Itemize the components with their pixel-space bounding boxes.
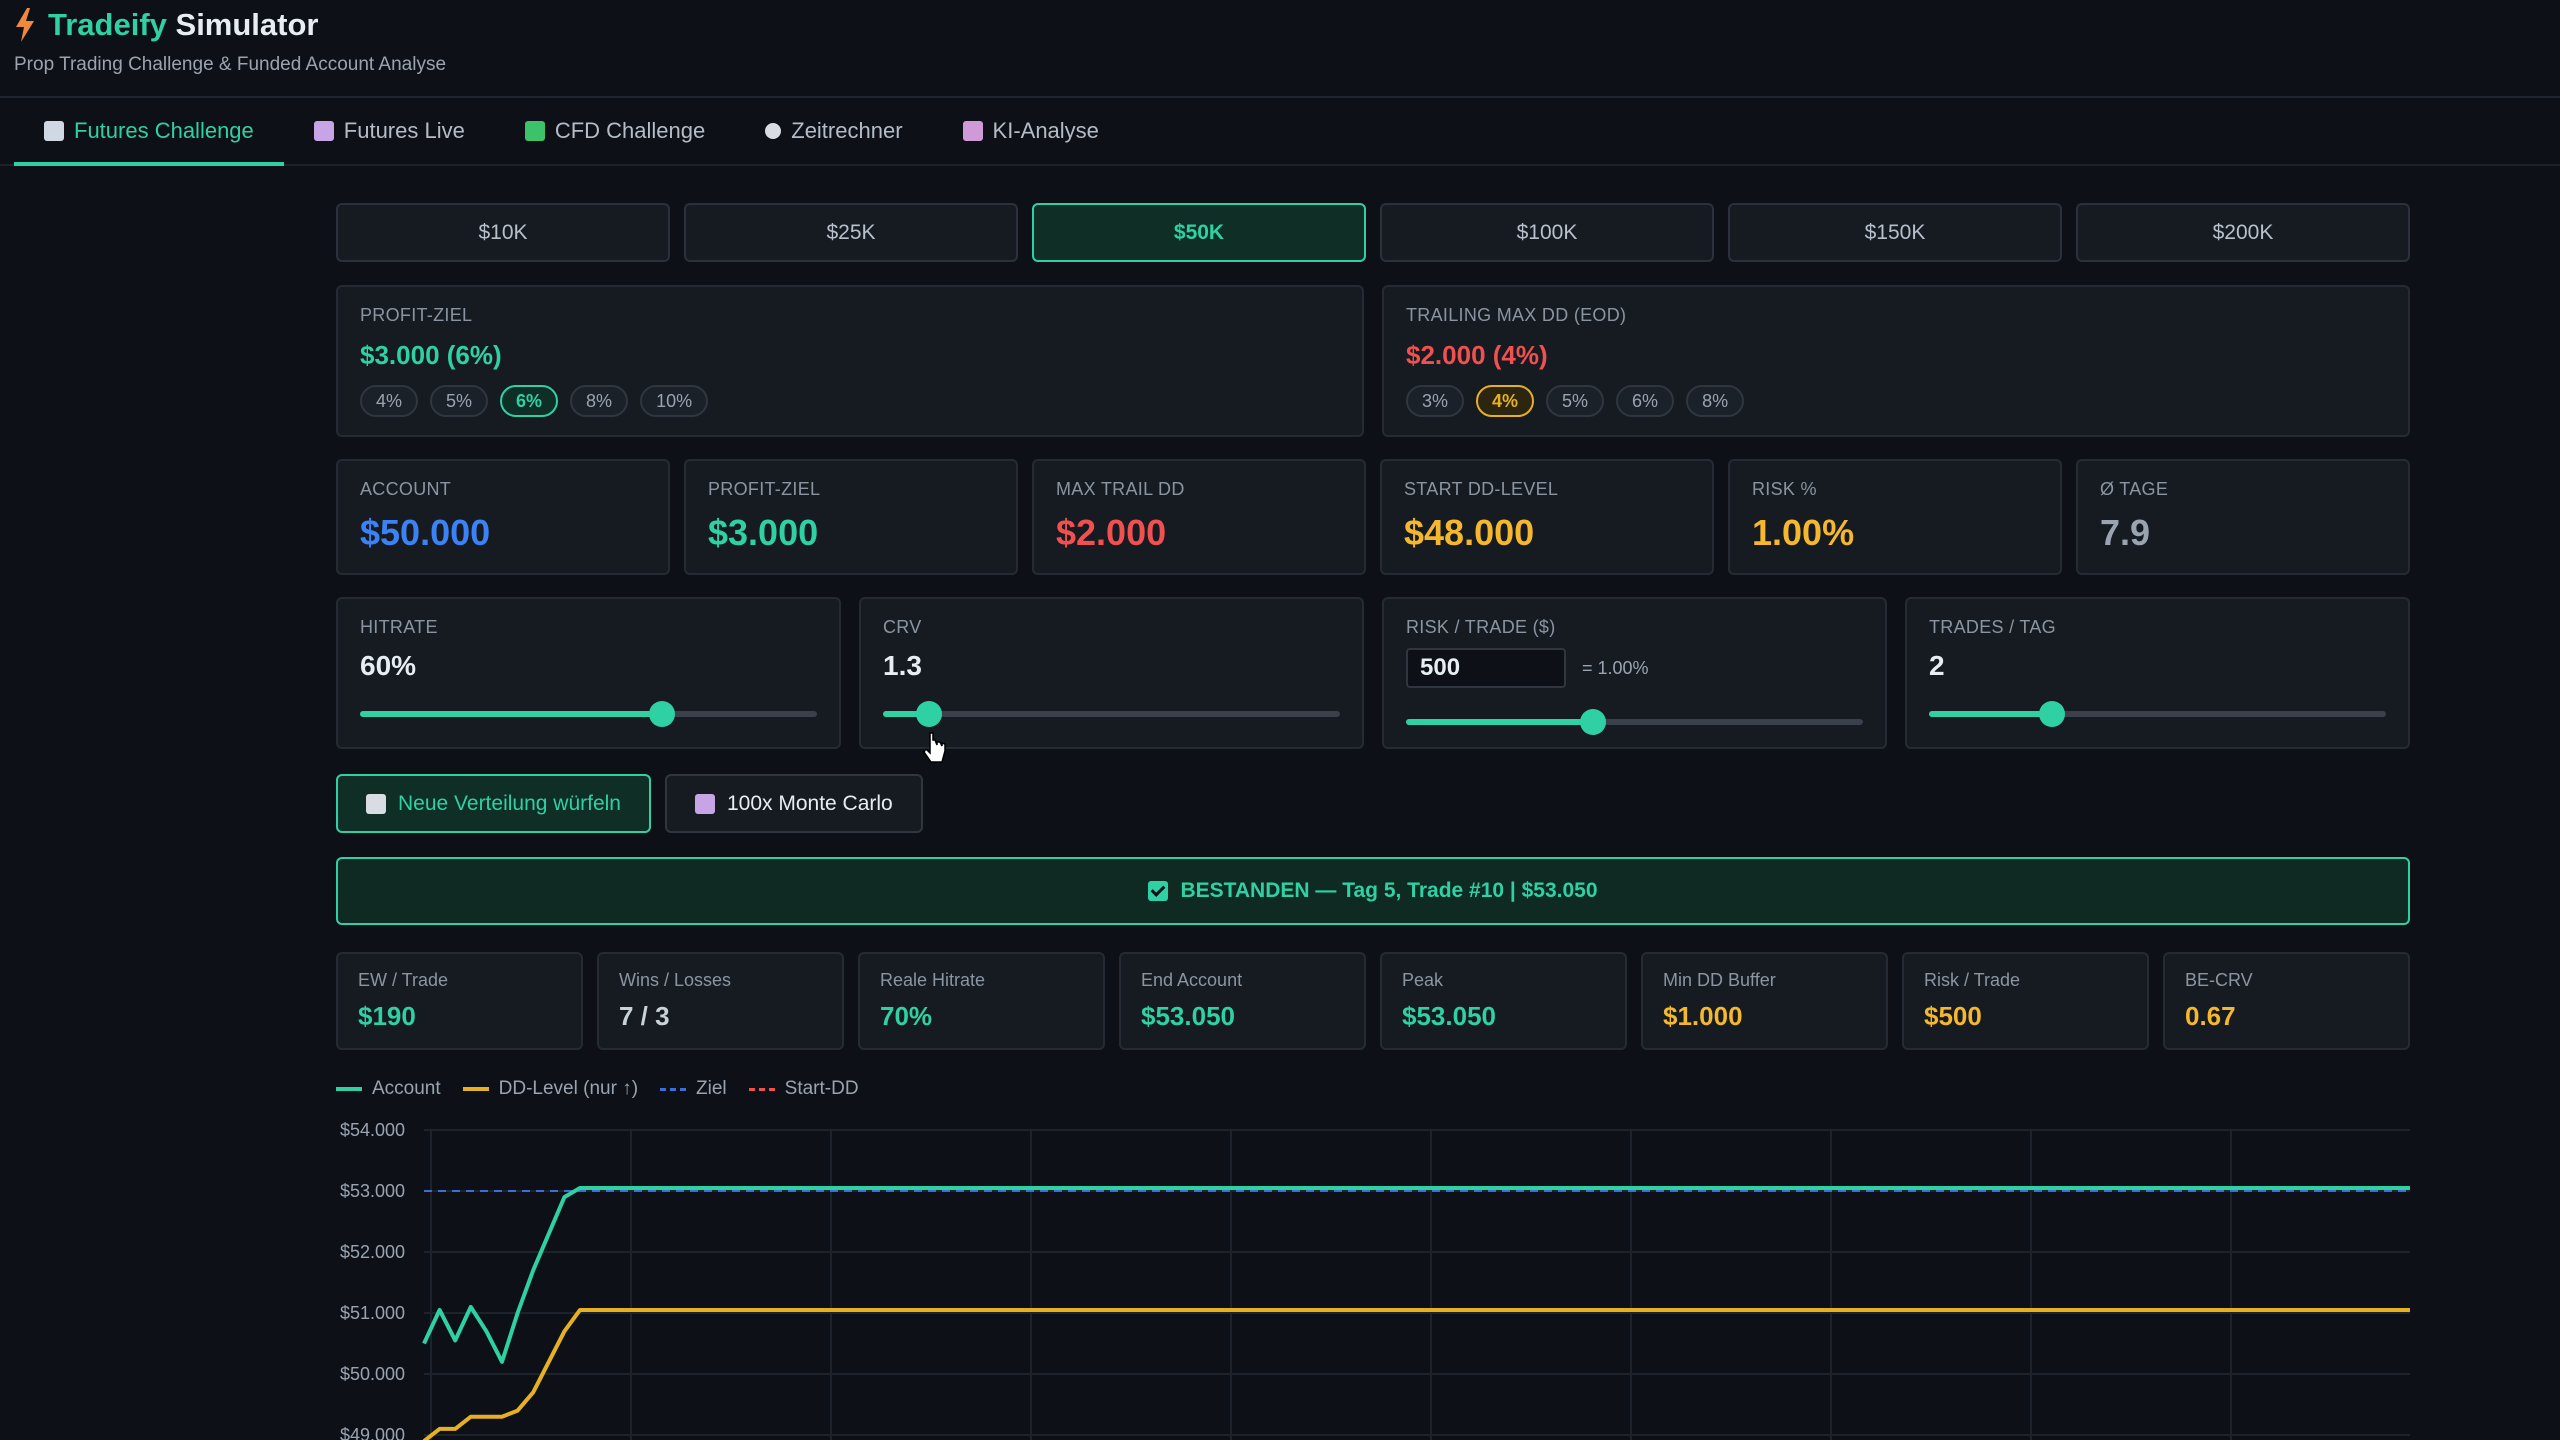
series-line-dd-level: [422, 1307, 2410, 1440]
parameter-sliders: HITRATE 60% CRV 1.3 RISK / TRADE ($) 500…: [336, 597, 2410, 763]
crv-value: 1.3: [883, 650, 922, 681]
legend-start-dd[interactable]: Start-DD: [748, 1078, 859, 1100]
profit-chip-6[interactable]: 6%: [500, 385, 559, 417]
y-tick-label: $50.000: [340, 1364, 405, 1384]
y-tick-label: $49.000: [340, 1425, 405, 1440]
bar-chart-icon: [313, 121, 334, 141]
hitrate-slider[interactable]: [360, 701, 817, 727]
trades-day-slider[interactable]: [1929, 701, 2386, 727]
tab-futures-challenge[interactable]: Futures Challenge: [14, 98, 284, 166]
series-line-account: [422, 1185, 2410, 1364]
crv-slider-handle[interactable]: [915, 701, 942, 727]
stat-start-dd-level: START DD-LEVEL $48.000: [1380, 459, 1714, 575]
risk-trade-percent: = 1.00%: [1582, 657, 1649, 678]
hitrate-slider-handle[interactable]: [648, 701, 675, 727]
hitrate-card: HITRATE 60%: [336, 597, 841, 749]
summary-stats: ACCOUNT $50.000 PROFIT-ZIEL $3.000 MAX T…: [336, 459, 2410, 575]
tab-ki-analyse[interactable]: KI-Analyse: [933, 98, 1129, 164]
result-be-crv: BE-CRV 0.67: [2163, 952, 2410, 1050]
profit-chip-4[interactable]: 4%: [360, 385, 419, 417]
legend-account[interactable]: Account: [336, 1078, 441, 1100]
crv-slider[interactable]: [883, 701, 1340, 727]
risk-trade-slider-handle[interactable]: [1580, 709, 1607, 735]
mouse-cursor-icon: [923, 732, 946, 763]
dd-chip-8[interactable]: 8%: [1686, 385, 1745, 417]
equity-chart: $54.000 $53.000 $52.000 $51.000 $50.000 $49.0…: [336, 1112, 2432, 1440]
chart-up-icon: [44, 121, 64, 141]
account-button-100k[interactable]: $100K: [1380, 203, 1714, 262]
result-ew-trade: EW / Trade $190: [336, 952, 583, 1050]
legend-dd-level[interactable]: DD-Level (nur ↑): [462, 1078, 638, 1100]
chart-legend: Account DD-Level (nur ↑) Ziel Start-DD: [336, 1078, 2410, 1100]
trades-day-value: 2: [1929, 650, 1945, 681]
result-peak: Peak $53.050: [1380, 952, 1627, 1050]
trailing-dd-card: TRAILING MAX DD (EOD) $2.000 (4%) 3% 4% …: [1382, 285, 2410, 437]
account-size-selector: $10K $25K $50K $100K $150K $200K: [336, 203, 2410, 262]
chart-green-icon: [524, 121, 545, 141]
stat-max-trail-dd: MAX TRAIL DD $2.000: [1032, 459, 1366, 575]
dd-chip-6[interactable]: 6%: [1616, 385, 1675, 417]
profit-target-chips: 4% 5% 6% 8% 10%: [360, 385, 1340, 417]
result-stats: EW / Trade $190 Wins / Losses 7 / 3 Real…: [336, 952, 2410, 1050]
tab-bar: Futures Challenge Futures Live CFD Chall…: [0, 98, 2560, 166]
crv-card: CRV 1.3: [859, 597, 1364, 763]
trades-day-slider-handle[interactable]: [2039, 701, 2066, 727]
dd-chip-3[interactable]: 3%: [1406, 385, 1465, 417]
trailing-dd-chips: 3% 4% 5% 6% 8%: [1406, 385, 2386, 417]
dice-icon: [366, 793, 386, 814]
bar-chart-icon: [694, 793, 715, 814]
lightning-icon: [16, 8, 34, 42]
main-content: $10K $25K $50K $100K $150K $200K PROFIT-…: [336, 203, 2410, 1100]
timer-icon: [765, 123, 782, 139]
stat-avg-days: Ø TAGE 7.9: [2076, 459, 2410, 575]
monte-carlo-button[interactable]: 100x Monte Carlo: [664, 774, 923, 833]
profit-chip-10[interactable]: 10%: [640, 385, 709, 417]
trailing-dd-label: TRAILING MAX DD (EOD): [1406, 305, 1627, 325]
y-tick-label: $54.000: [340, 1120, 405, 1140]
stat-account: ACCOUNT $50.000: [336, 459, 670, 575]
result-risk-trade: Risk / Trade $500: [1902, 952, 2149, 1050]
result-real-hitrate: Reale Hitrate 70%: [858, 952, 1105, 1050]
profit-target-card: PROFIT-ZIEL $3.000 (6%) 4% 5% 6% 8% 10%: [336, 285, 1364, 437]
profit-chip-8[interactable]: 8%: [570, 385, 629, 417]
result-min-dd-buffer: Min DD Buffer $1.000: [1641, 952, 1888, 1050]
account-button-25k[interactable]: $25K: [684, 203, 1018, 262]
legend-target[interactable]: Ziel: [660, 1078, 727, 1100]
tab-zeitrechner[interactable]: Zeitrechner: [735, 98, 932, 164]
tab-cfd-challenge[interactable]: CFD Challenge: [495, 98, 735, 164]
dd-chip-4[interactable]: 4%: [1476, 385, 1535, 417]
roll-distribution-button[interactable]: Neue Verteilung würfeln: [336, 774, 651, 833]
tab-futures-live[interactable]: Futures Live: [284, 98, 495, 164]
risk-trade-slider[interactable]: [1406, 709, 1863, 735]
equity-chart-svg: $54.000 $53.000 $52.000 $51.000 $50.000 $49.0…: [340, 1120, 2432, 1440]
stat-profit-target: PROFIT-ZIEL $3.000: [684, 459, 1018, 575]
dd-chip-5[interactable]: 5%: [1546, 385, 1605, 417]
result-end-account: End Account $53.050: [1119, 952, 1366, 1050]
trailing-dd-value: $2.000 (4%): [1406, 340, 1548, 370]
account-button-200k[interactable]: $200K: [2076, 203, 2410, 262]
robot-icon: [962, 121, 983, 141]
result-banner: BESTANDEN — Tag 5, Trade #10 | $53.050: [336, 857, 2410, 925]
profit-target-label: PROFIT-ZIEL: [360, 305, 473, 325]
account-button-150k[interactable]: $150K: [1728, 203, 2062, 262]
brand: Tradeify Simulator: [14, 7, 2546, 42]
y-tick-label: $51.000: [340, 1303, 405, 1323]
risk-trade-input[interactable]: 500: [1406, 648, 1566, 688]
profit-chip-5[interactable]: 5%: [430, 385, 489, 417]
risk-trade-card: RISK / TRADE ($) 500 = 1.00%: [1382, 597, 1887, 749]
account-button-10k[interactable]: $10K: [336, 203, 670, 262]
stat-risk-percent: RISK % 1.00%: [1728, 459, 2062, 575]
profit-target-value: $3.000 (6%): [360, 340, 502, 370]
y-tick-label: $53.000: [340, 1181, 405, 1201]
result-wins-losses: Wins / Losses 7 / 3: [597, 952, 844, 1050]
trades-day-card: TRADES / TAG 2: [1905, 597, 2410, 749]
y-tick-label: $52.000: [340, 1242, 405, 1262]
app-header: Tradeify Simulator Prop Trading Challeng…: [0, 0, 2560, 98]
hitrate-value: 60%: [360, 650, 417, 681]
check-icon: [1148, 881, 1169, 901]
app-subtitle: Prop Trading Challenge & Funded Account …: [14, 54, 447, 75]
app-title: Tradeify Simulator: [48, 7, 319, 42]
account-button-50k[interactable]: $50K: [1032, 203, 1366, 262]
